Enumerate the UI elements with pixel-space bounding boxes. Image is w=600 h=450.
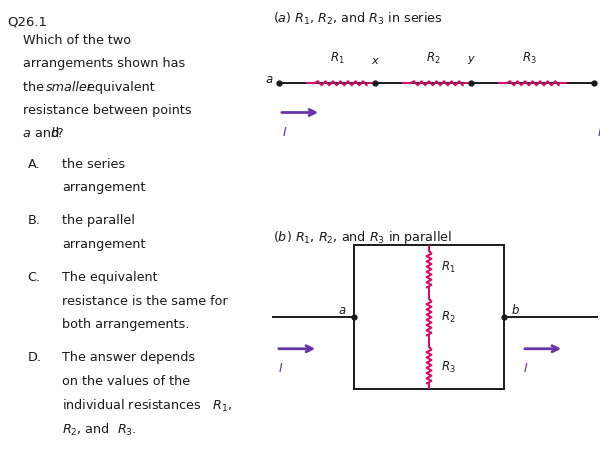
Text: the series: the series [62,158,125,171]
Text: $b$: $b$ [511,303,520,318]
Text: a: a [23,127,31,140]
Text: equivalent: equivalent [83,81,155,94]
Text: $a$: $a$ [338,304,347,317]
Text: on the values of the: on the values of the [62,375,190,387]
Text: A.: A. [28,158,40,171]
Text: The equivalent: The equivalent [62,271,157,284]
Text: the: the [23,81,48,94]
Text: D.: D. [28,351,41,364]
Text: $I$: $I$ [597,126,600,139]
Text: $I$: $I$ [278,362,283,375]
Text: $I$: $I$ [523,362,529,375]
Text: $x$: $x$ [371,56,380,66]
Text: Q26.1: Q26.1 [7,16,47,29]
Text: $R_3$: $R_3$ [522,51,536,66]
Text: The answer depends: The answer depends [62,351,195,364]
Text: $(a)$ $R_1$, $R_2$, and $R_3$ in series: $(a)$ $R_1$, $R_2$, and $R_3$ in series [273,11,443,27]
Text: $R_1$: $R_1$ [441,260,455,274]
Text: the parallel: the parallel [62,215,134,227]
Text: $R_2$: $R_2$ [441,310,455,325]
Text: arrangement: arrangement [62,238,145,251]
Text: B.: B. [28,215,40,227]
Text: and: and [31,127,63,140]
Text: $R_3$: $R_3$ [441,360,455,375]
Text: $R_2$: $R_2$ [426,51,440,66]
Text: b: b [50,127,59,140]
Text: resistance is the same for: resistance is the same for [62,295,227,307]
Text: Which of the two: Which of the two [23,34,131,47]
Text: $R_2$, and  $R_3$.: $R_2$, and $R_3$. [62,422,137,437]
Text: $a$: $a$ [265,73,273,86]
Text: $y$: $y$ [467,54,476,66]
Text: $R_1$: $R_1$ [329,51,344,66]
Text: resistance between points: resistance between points [23,104,191,117]
Text: both arrangements.: both arrangements. [62,318,190,331]
Text: $(b)$ $R_1$, $R_2$, and $R_3$ in parallel: $(b)$ $R_1$, $R_2$, and $R_3$ in paralle… [273,230,452,247]
Text: smaller: smaller [46,81,92,94]
Text: ?: ? [56,127,63,140]
Text: arrangement: arrangement [62,181,145,194]
Text: C.: C. [28,271,41,284]
Text: individual resistances   $R_1$,: individual resistances $R_1$, [62,398,232,414]
Text: $I$: $I$ [282,126,287,139]
Text: arrangements shown has: arrangements shown has [23,57,185,70]
